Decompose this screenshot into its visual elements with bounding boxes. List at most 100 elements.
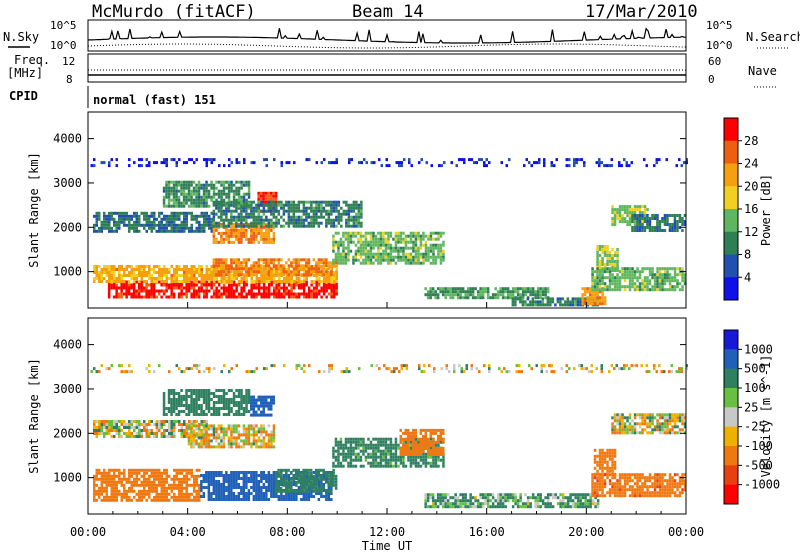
velocity-cell-0 <box>133 471 136 475</box>
power-cell-4 <box>185 220 188 224</box>
power-cell-2 <box>245 261 248 265</box>
power-cell-9 <box>449 296 452 300</box>
power-cell-14 <box>623 217 627 221</box>
power-cell-12 <box>616 254 619 257</box>
power-cell-4 <box>108 229 111 233</box>
velocity-cell-1 <box>267 471 271 474</box>
velocity-cell-4 <box>407 431 410 435</box>
power-cell-7 <box>247 206 251 210</box>
velocity-cell-2 <box>292 489 295 493</box>
power-cell-9 <box>524 290 527 294</box>
power-cell-7 <box>290 221 293 225</box>
power-cell-0 <box>177 295 181 299</box>
power-cell-5 <box>262 225 266 229</box>
power-cell-12 <box>598 263 602 266</box>
power-cell-1 <box>283 280 286 283</box>
power-cell-5 <box>250 228 253 232</box>
power-cell-3 <box>372 243 375 247</box>
power-cell-3 <box>439 255 443 259</box>
power-cell-16 <box>370 161 373 165</box>
power-cell-4 <box>108 211 111 215</box>
velocity-cell-2 <box>302 489 305 493</box>
power-cell-7 <box>300 209 303 213</box>
power-cell-9 <box>516 293 520 297</box>
power-cell-4 <box>148 226 151 230</box>
power-cell-7 <box>317 209 321 213</box>
power-cell-1 <box>260 280 263 283</box>
power-cell-1 <box>200 280 203 283</box>
power-cell-2 <box>267 270 271 274</box>
power-cell-11 <box>603 299 607 303</box>
power-cell-4 <box>165 223 168 227</box>
power-cell-10 <box>579 300 582 304</box>
power-cell-16 <box>488 161 491 165</box>
power-cell-1 <box>205 277 208 280</box>
velocity-cell-0 <box>155 468 158 472</box>
power-cell-16 <box>575 161 578 165</box>
power-cell-7 <box>357 224 361 228</box>
power-cell-1 <box>195 268 198 271</box>
power-cell-1 <box>168 277 171 280</box>
velocity-cell-2 <box>334 483 338 487</box>
velocity-cell-1 <box>312 471 316 474</box>
velocity-cell-3 <box>397 443 400 447</box>
power-cell-9 <box>429 296 432 300</box>
velocity-cell-1 <box>307 498 311 501</box>
velocity-cell-4 <box>409 452 412 456</box>
power-cell-4 <box>153 217 156 221</box>
power-cell-0 <box>307 292 311 296</box>
power-cell-16 <box>430 164 433 168</box>
power-cell-10 <box>531 303 535 307</box>
power-cell-1 <box>138 271 141 274</box>
power-cell-3 <box>402 246 405 250</box>
power-cell-1 <box>198 265 201 268</box>
velocity-cell-0 <box>123 474 126 478</box>
power-cell-1 <box>285 274 288 277</box>
power-cell-3 <box>359 234 363 238</box>
velocity-cell-1 <box>230 483 233 486</box>
power-cell-3 <box>414 261 418 265</box>
power-cell-16 <box>103 161 106 165</box>
power-cell-3 <box>414 246 418 250</box>
power-cell-13 <box>636 276 639 280</box>
power-cell-14 <box>631 211 634 215</box>
power-cell-4 <box>163 223 166 227</box>
power-cell-8 <box>232 195 236 199</box>
velocity-cell-0 <box>153 468 156 472</box>
power-cell-1 <box>148 274 151 277</box>
power-cell-7 <box>295 209 298 213</box>
velocity-cell-1 <box>265 495 268 498</box>
power-cell-4 <box>190 214 193 218</box>
velocity-cell-3 <box>437 458 440 462</box>
power-cell-3 <box>407 258 410 262</box>
power-cell-13 <box>616 282 619 286</box>
velocity-cell-0 <box>120 498 123 502</box>
velocity-cell-3 <box>377 440 380 444</box>
power-cell-0 <box>230 286 233 290</box>
velocity-cell-1 <box>247 480 251 483</box>
velocity-cell-0 <box>168 474 171 478</box>
velocity-cell-3 <box>337 452 340 456</box>
power-cell-3 <box>432 231 435 235</box>
power-cell-15 <box>666 217 669 220</box>
power-cell-8 <box>210 198 213 202</box>
velocity-cell-4 <box>409 431 412 435</box>
power-cell-10 <box>551 300 555 304</box>
power-cell-0 <box>107 295 111 299</box>
power-cell-13 <box>673 273 677 277</box>
power-cell-0 <box>182 292 186 296</box>
power-cell-4 <box>168 229 171 233</box>
velocity-cell-1 <box>320 492 323 495</box>
power-cell-7 <box>345 209 348 213</box>
power-cell-4 <box>203 223 206 227</box>
power-cell-0 <box>225 292 228 296</box>
power-cell-5 <box>237 231 241 235</box>
power-cell-7 <box>215 203 218 207</box>
power-cell-3 <box>414 249 418 253</box>
velocity-cell-1 <box>312 495 316 498</box>
nsearch-series <box>87 43 687 49</box>
power-cell-4 <box>180 229 183 233</box>
velocity-cell-3 <box>354 455 358 459</box>
power-cell-3 <box>369 243 373 247</box>
power-cell-9 <box>469 290 472 294</box>
